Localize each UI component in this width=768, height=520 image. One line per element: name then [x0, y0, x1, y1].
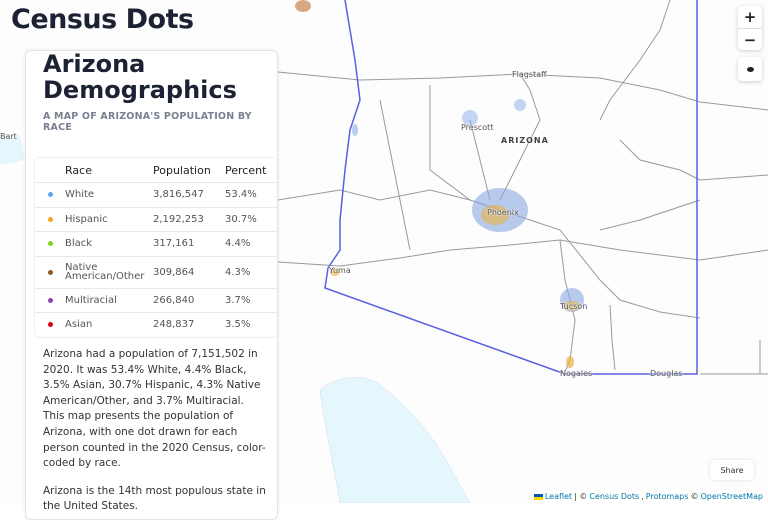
race-name: White: [65, 190, 153, 199]
table-row: Multiracial 266,840 3.7%: [35, 288, 277, 313]
description-paragraph: Arizona is the 14th most populous state …: [43, 484, 267, 515]
color-dot-icon: [48, 322, 53, 327]
race-population: 317,161: [153, 238, 225, 249]
color-dot-icon: [48, 241, 53, 246]
place-label-douglas: Douglas: [650, 369, 683, 378]
census-dots-link[interactable]: Census Dots: [589, 492, 639, 501]
panel-subtitle: A MAP OF ARIZONA'S POPULATION BY RACE: [43, 111, 273, 133]
place-label-prescott: Prescott: [461, 123, 493, 132]
table-header: Race Population Percent: [35, 158, 277, 182]
locate-button[interactable]: [738, 57, 762, 81]
map-attribution: Leaflet | © Census Dots, Protomaps © Ope…: [532, 491, 765, 502]
header-population: Population: [153, 164, 225, 177]
place-label-flagstaff: Flagstaff: [512, 70, 547, 79]
table-row: Native American/Other 309,864 4.3%: [35, 256, 277, 288]
color-dot-icon: [48, 298, 53, 303]
place-label-yuma: Yuma: [329, 266, 351, 275]
zoom-in-button[interactable]: +: [738, 6, 762, 28]
table-row: Black 317,161 4.4%: [35, 231, 277, 256]
race-population: 309,864: [153, 267, 225, 278]
race-percent: 4.3%: [225, 267, 275, 278]
color-dot-icon: [48, 217, 53, 222]
share-button[interactable]: Share: [710, 460, 754, 480]
zoom-control: + −: [738, 6, 762, 50]
race-population: 248,837: [153, 319, 225, 330]
zoom-out-button[interactable]: −: [738, 28, 762, 50]
info-panel: Arizona Demographics A MAP OF ARIZONA'S …: [25, 50, 278, 520]
header-percent: Percent: [225, 164, 275, 177]
color-dot-icon: [48, 270, 53, 275]
attribution-separator: | ©: [574, 492, 587, 501]
panel-title: Arizona Demographics: [43, 51, 273, 103]
place-label-nogales: Nogales: [560, 369, 592, 378]
panel-description: Arizona had a population of 7,151,502 in…: [43, 347, 267, 520]
race-name: Black: [65, 239, 153, 248]
race-name: Asian: [65, 320, 153, 329]
race-population: 3,816,547: [153, 189, 225, 200]
race-percent: 4.4%: [225, 238, 275, 249]
attribution-comma: ,: [641, 492, 644, 501]
race-name: Native American/Other: [65, 263, 153, 281]
leaflet-link[interactable]: Leaflet: [545, 492, 572, 501]
protomaps-link[interactable]: Protomaps: [646, 492, 689, 501]
openstreetmap-link[interactable]: OpenStreetMap: [700, 492, 763, 501]
race-percent: 53.4%: [225, 189, 275, 200]
state-label: ARIZONA: [501, 136, 549, 145]
place-label-tucson: Tucson: [560, 302, 587, 311]
race-population: 2,192,253: [153, 214, 225, 225]
race-name: Hispanic: [65, 215, 153, 224]
table-row: Hispanic 2,192,253 30.7%: [35, 207, 277, 232]
place-label-phoenix: Phoenix: [487, 208, 519, 217]
description-paragraph: Arizona had a population of 7,151,502 in…: [43, 347, 267, 472]
header-race: Race: [65, 166, 153, 175]
race-table: Race Population Percent White 3,816,547 …: [34, 157, 278, 338]
table-row: Asian 248,837 3.5%: [35, 312, 277, 337]
race-population: 266,840: [153, 295, 225, 306]
place-label-bart: Bart: [0, 132, 17, 141]
race-percent: 3.7%: [225, 295, 275, 306]
locate-icon: [747, 67, 754, 72]
race-percent: 3.5%: [225, 319, 275, 330]
ukraine-flag-icon: [534, 494, 543, 500]
color-dot-icon: [48, 192, 53, 197]
osm-copyright: ©: [690, 492, 698, 501]
race-percent: 30.7%: [225, 214, 275, 225]
site-title: Census Dots: [11, 4, 194, 35]
race-name: Multiracial: [65, 296, 153, 305]
table-row: White 3,816,547 53.4%: [35, 182, 277, 207]
